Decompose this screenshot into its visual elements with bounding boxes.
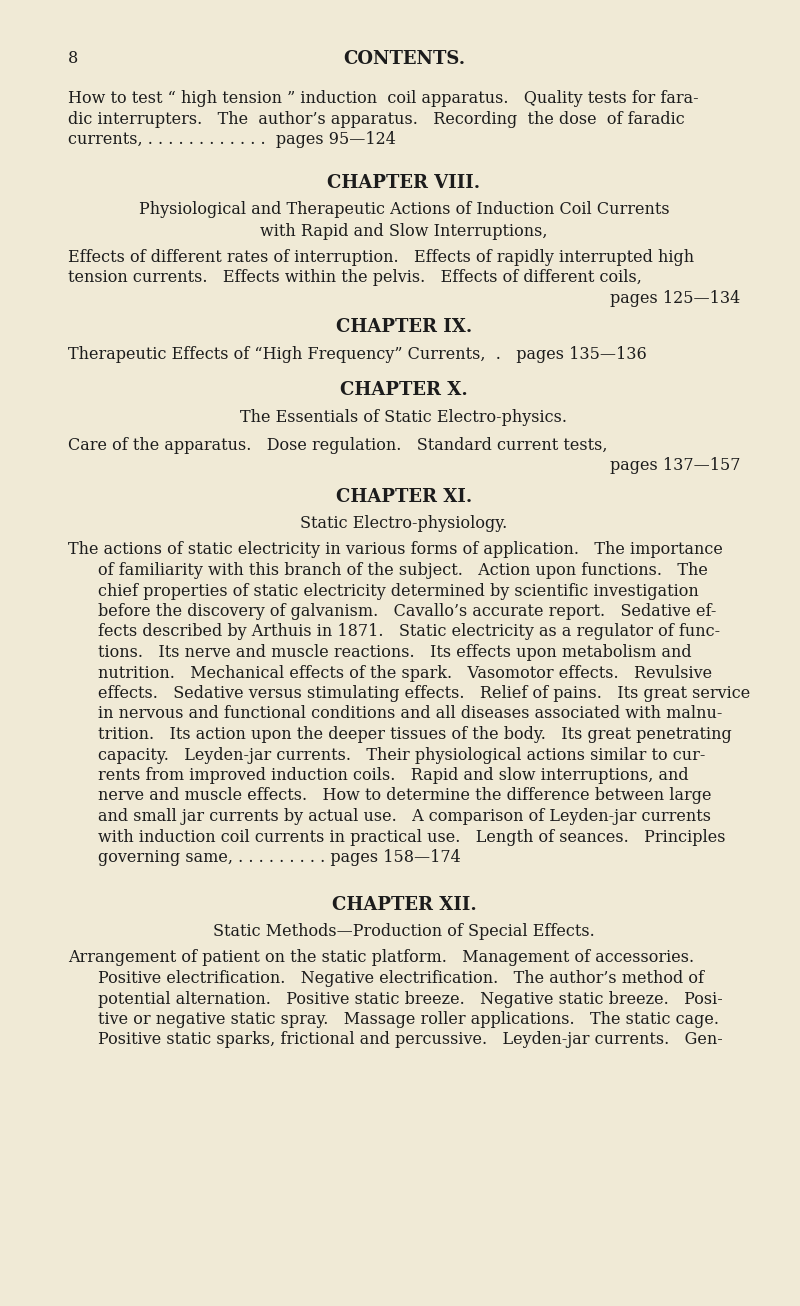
Text: tension currents.   Effects within the pelvis.   Effects of different coils,: tension currents. Effects within the pel… xyxy=(68,269,642,286)
Text: nerve and muscle effects.   How to determine the difference between large: nerve and muscle effects. How to determi… xyxy=(98,788,711,804)
Text: dic interrupters.   The  author’s apparatus.   Recording  the dose  of faradic: dic interrupters. The author’s apparatus… xyxy=(68,111,685,128)
Text: CHAPTER XI.: CHAPTER XI. xyxy=(336,487,472,505)
Text: Physiological and Therapeutic Actions of Induction Coil Currents: Physiological and Therapeutic Actions of… xyxy=(138,201,670,218)
Text: fects described by Arthuis in 1871.   Static electricity as a regulator of func-: fects described by Arthuis in 1871. Stat… xyxy=(98,623,720,640)
Text: potential alternation.   Positive static breeze.   Negative static breeze.   Pos: potential alternation. Positive static b… xyxy=(98,990,722,1007)
Text: trition.   Its action upon the deeper tissues of the body.   Its great penetrati: trition. Its action upon the deeper tiss… xyxy=(98,726,732,743)
Text: CHAPTER XII.: CHAPTER XII. xyxy=(332,896,476,913)
Text: Static Methods—Production of Special Effects.: Static Methods—Production of Special Eff… xyxy=(213,922,595,939)
Text: tions.   Its nerve and muscle reactions.   Its effects upon metabolism and: tions. Its nerve and muscle reactions. I… xyxy=(98,644,692,661)
Text: and small jar currents by actual use.   A comparison of Leyden-jar currents: and small jar currents by actual use. A … xyxy=(98,808,711,825)
Text: Effects of different rates of interruption.   Effects of rapidly interrupted hig: Effects of different rates of interrupti… xyxy=(68,249,694,266)
Text: Arrangement of patient on the static platform.   Management of accessories.: Arrangement of patient on the static pla… xyxy=(68,949,694,966)
Text: Positive electrification.   Negative electrification.   The author’s method of: Positive electrification. Negative elect… xyxy=(98,970,704,987)
Text: with Rapid and Slow Interruptions,: with Rapid and Slow Interruptions, xyxy=(260,223,548,240)
Text: CHAPTER VIII.: CHAPTER VIII. xyxy=(327,174,481,192)
Text: How to test “ high tension ” induction  coil apparatus.   Quality tests for fara: How to test “ high tension ” induction c… xyxy=(68,90,698,107)
Text: The actions of static electricity in various forms of application.   The importa: The actions of static electricity in var… xyxy=(68,542,723,559)
Text: CHAPTER X.: CHAPTER X. xyxy=(340,381,468,400)
Text: The Essentials of Static Electro-physics.: The Essentials of Static Electro-physics… xyxy=(241,409,567,426)
Text: Care of the apparatus.   Dose regulation.   Standard current tests,: Care of the apparatus. Dose regulation. … xyxy=(68,438,607,454)
Text: Static Electro-physiology.: Static Electro-physiology. xyxy=(300,515,508,532)
Text: effects.   Sedative versus stimulating effects.   Relief of pains.   Its great s: effects. Sedative versus stimulating eff… xyxy=(98,686,750,703)
Text: rents from improved induction coils.   Rapid and slow interruptions, and: rents from improved induction coils. Rap… xyxy=(98,767,689,784)
Text: CHAPTER IX.: CHAPTER IX. xyxy=(336,317,472,336)
Text: CONTENTS.: CONTENTS. xyxy=(343,50,465,68)
Text: chief properties of static electricity determined by scientific investigation: chief properties of static electricity d… xyxy=(98,582,698,599)
Text: governing same, . . . . . . . . . pages 158—174: governing same, . . . . . . . . . pages … xyxy=(98,849,461,866)
Text: 8: 8 xyxy=(68,50,78,67)
Text: currents, . . . . . . . . . . . .  pages 95—124: currents, . . . . . . . . . . . . pages … xyxy=(68,131,396,148)
Text: in nervous and functional conditions and all diseases associated with malnu-: in nervous and functional conditions and… xyxy=(98,705,722,722)
Text: pages 137—157: pages 137—157 xyxy=(610,457,740,474)
Text: of familiarity with this branch of the subject.   Action upon functions.   The: of familiarity with this branch of the s… xyxy=(98,562,708,579)
Text: capacity.   Leyden-jar currents.   Their physiological actions similar to cur-: capacity. Leyden-jar currents. Their phy… xyxy=(98,747,706,764)
Text: Positive static sparks, frictional and percussive.   Leyden-jar currents.   Gen-: Positive static sparks, frictional and p… xyxy=(98,1032,722,1049)
Text: tive or negative static spray.   Massage roller applications.   The static cage.: tive or negative static spray. Massage r… xyxy=(98,1011,719,1028)
Text: before the discovery of galvanism.   Cavallo’s accurate report.   Sedative ef-: before the discovery of galvanism. Caval… xyxy=(98,603,716,620)
Text: nutrition.   Mechanical effects of the spark.   Vasomotor effects.   Revulsive: nutrition. Mechanical effects of the spa… xyxy=(98,665,712,682)
Text: with induction coil currents in practical use.   Length of seances.   Principles: with induction coil currents in practica… xyxy=(98,828,726,845)
Text: pages 125—134: pages 125—134 xyxy=(610,290,740,307)
Text: Therapeutic Effects of “High Frequency” Currents,  .   pages 135—136: Therapeutic Effects of “High Frequency” … xyxy=(68,346,646,363)
